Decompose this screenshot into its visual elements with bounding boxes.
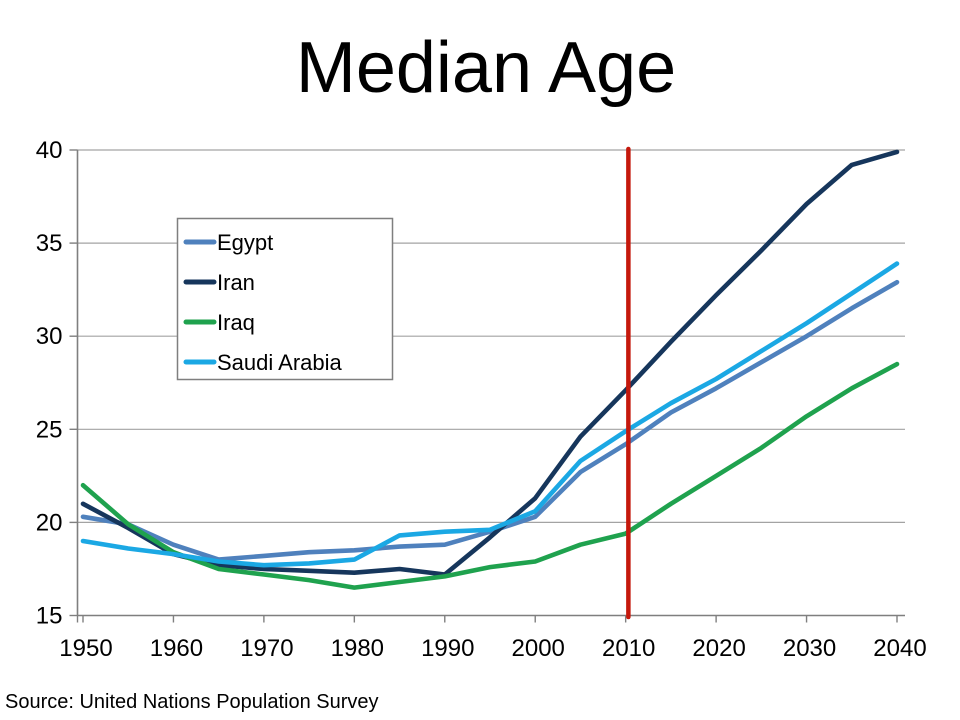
legend-item-egypt: Egypt (183, 230, 273, 255)
legend-item-iraq: Iraq (183, 310, 255, 335)
x-tick-label-2010: 2010 (602, 635, 655, 662)
x-tick-label-1960: 1960 (150, 635, 203, 662)
y-tick-label-35: 35 (36, 230, 63, 257)
x-tick-label-1990: 1990 (421, 635, 474, 662)
axes (69, 149, 905, 623)
legend-item-iran: Iran (183, 270, 255, 295)
x-tick-label-1950: 1950 (59, 635, 112, 662)
x-axis-tick-labels: 1950 1960 1970 1980 1990 2000 2010 2020 2030 2040 (59, 635, 926, 662)
source-note: Source: United Nations Population Survey (5, 691, 379, 713)
y-axis-tick-labels: 15 20 25 30 35 40 (36, 137, 63, 630)
x-tick-label-2000: 2000 (512, 635, 565, 662)
x-tick-label-1980: 1980 (331, 635, 384, 662)
legend-item-saudi-arabia: Saudi Arabia (183, 350, 343, 375)
y-tick-label-30: 30 (36, 323, 63, 350)
y-tick-label-15: 15 (36, 603, 63, 630)
legend-label-iraq: Iraq (217, 310, 255, 335)
legend-label-saudi-arabia: Saudi Arabia (217, 350, 343, 375)
x-tick-label-2020: 2020 (692, 635, 745, 662)
y-tick-label-40: 40 (36, 137, 63, 164)
legend-box (176, 217, 394, 381)
legend: Egypt Iran Iraq Saudi Arabia (176, 217, 394, 381)
legend-label-egypt: Egypt (217, 230, 273, 255)
y-tick-label-20: 20 (36, 509, 63, 536)
series-line-iraq (80, 361, 900, 590)
legend-label-iran: Iran (217, 270, 255, 295)
x-tick-label-2030: 2030 (783, 635, 836, 662)
x-tick-label-1970: 1970 (240, 635, 293, 662)
chart-title: Median Age (296, 28, 676, 108)
series-line-saudi-arabia (80, 261, 900, 568)
x-tick-label-2040: 2040 (873, 635, 926, 662)
series-line-iran (80, 149, 900, 577)
series-lines (80, 149, 900, 590)
y-tick-label-25: 25 (36, 416, 63, 443)
